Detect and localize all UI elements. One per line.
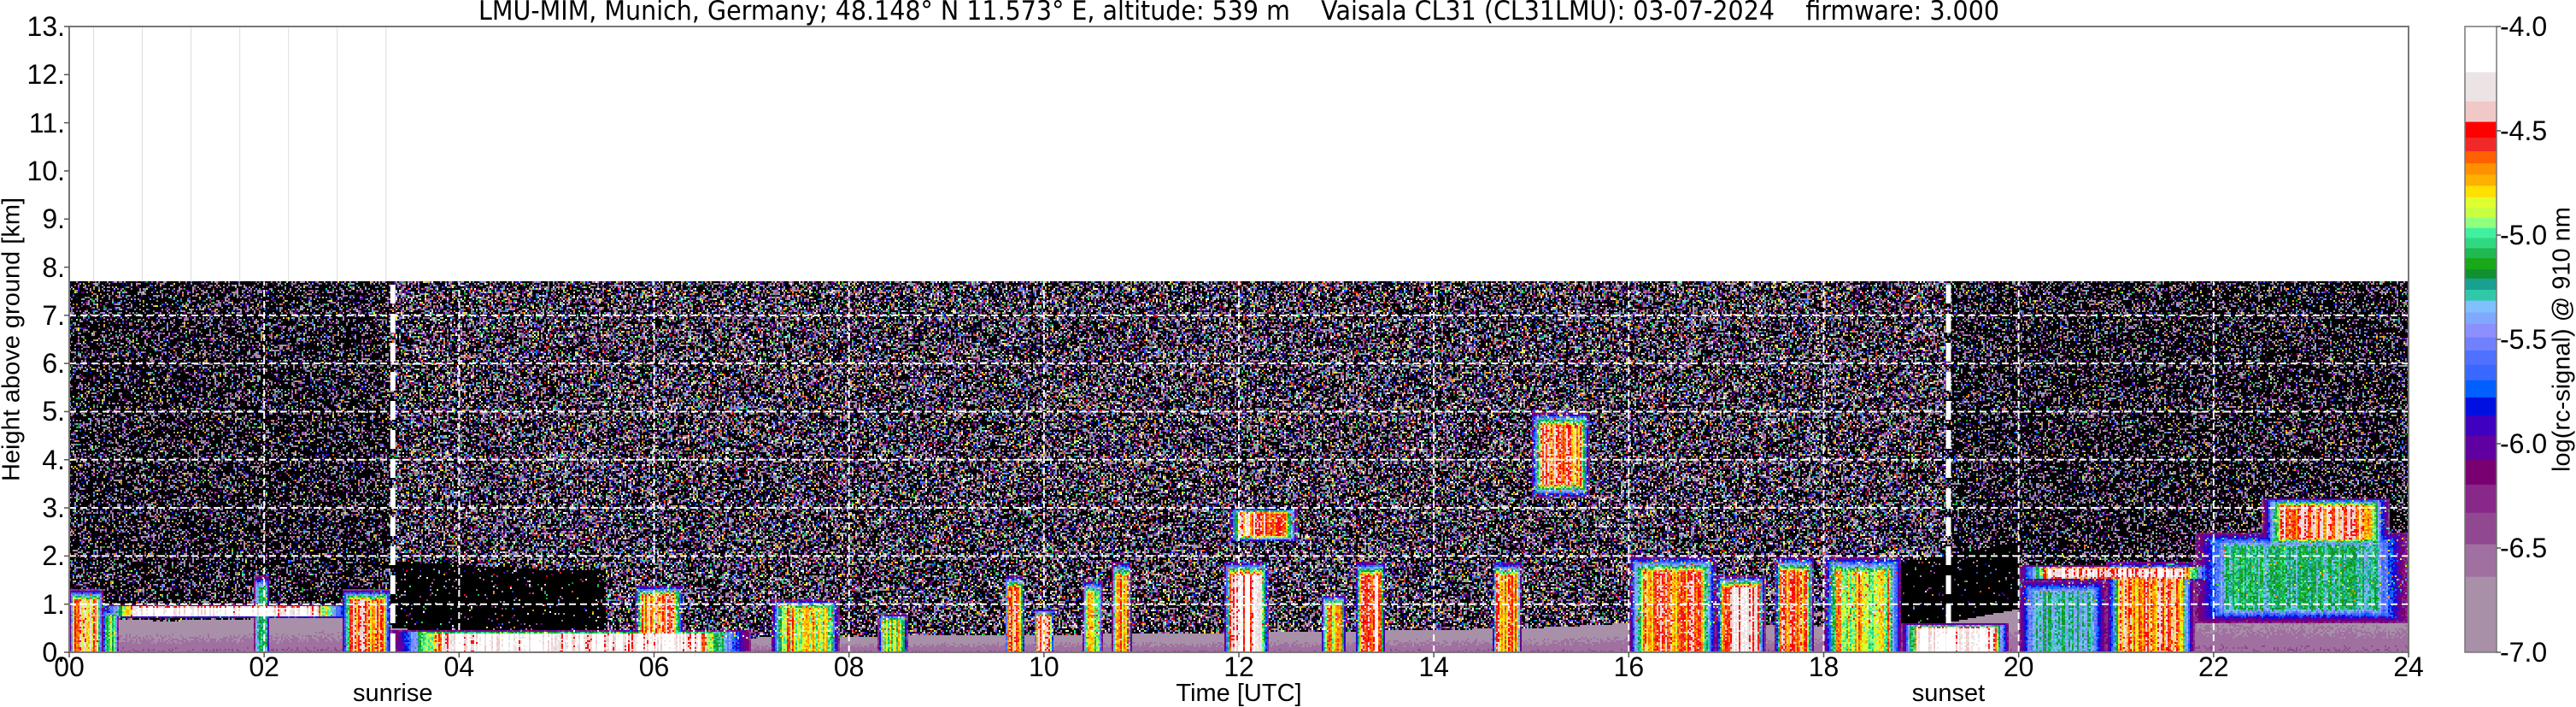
colorbar-level: [2465, 186, 2497, 197]
colorbar-level: [2465, 312, 2497, 324]
colorbar-level: [2465, 350, 2497, 364]
colorbar-level: [2465, 218, 2497, 228]
x-tick-label: 22: [2198, 653, 2229, 680]
colorbar-label: log(rc-signal) @ 910 nm: [2550, 207, 2575, 472]
colorbar-level: [2465, 207, 2497, 218]
sunset-label: sunset: [1912, 681, 1985, 706]
colorbar-level: [2465, 163, 2497, 175]
colorbar-level: [2465, 101, 2497, 121]
x-tick-label: 14: [1418, 653, 1449, 680]
x-tick-label: 16: [1614, 653, 1645, 680]
colorbar-level: [2465, 197, 2497, 207]
colorbar-level: [2465, 27, 2497, 72]
colorbar-level: [2465, 323, 2497, 337]
colorbar-level: [2465, 269, 2497, 279]
y-tick-label: 5.: [42, 398, 65, 425]
y-tick-label: 7.: [42, 302, 65, 329]
colorbar-level: [2465, 380, 2497, 398]
x-tick-label: 18: [1809, 653, 1840, 680]
colorbar-tick-label: -6.5: [2500, 534, 2547, 562]
x-tick-label: 08: [834, 653, 865, 680]
x-tick-label: 12: [1223, 653, 1254, 680]
x-axis-label: Time [UTC]: [1176, 681, 1301, 706]
colorbar-level: [2465, 278, 2497, 290]
colorbar-level: [2465, 512, 2497, 544]
colorbar-level: [2465, 300, 2497, 312]
x-tick-label: 06: [639, 653, 670, 680]
colorbar-tick-label: -5.0: [2500, 221, 2547, 249]
x-tick-label: 00: [54, 653, 85, 680]
colorbar-level: [2465, 138, 2497, 151]
y-tick-label: 10.: [27, 157, 65, 185]
colorbar-level: [2465, 337, 2497, 351]
y-tick-label: 2.: [42, 542, 65, 569]
colorbar-tick-label: -4.5: [2500, 117, 2547, 144]
colorbar-level: [2465, 72, 2497, 102]
colorbar-level: [2465, 544, 2497, 577]
x-tick-label: 02: [249, 653, 279, 680]
y-tick-label: 1.: [42, 591, 65, 618]
y-tick-label: 13.: [27, 13, 65, 40]
colorbar-level: [2465, 258, 2497, 270]
colorbar-level: [2465, 364, 2497, 380]
x-tick-label: 20: [2004, 653, 2034, 680]
colorbar-level: [2465, 150, 2497, 163]
colorbar-level: [2465, 238, 2497, 248]
colorbar-level: [2465, 459, 2497, 485]
colorbar-level: [2465, 227, 2497, 238]
colorbar-level: [2465, 415, 2497, 436]
colorbar-level: [2465, 576, 2497, 652]
y-tick-label: 8.: [42, 254, 65, 281]
colorbar-level: [2465, 397, 2497, 415]
y-tick-label: 9.: [42, 205, 65, 233]
colorbar-tick-label: -6.0: [2500, 430, 2547, 457]
y-tick-label: 3.: [42, 494, 65, 521]
y-tick-label: 11.: [29, 109, 65, 137]
colorbar-level: [2465, 248, 2497, 258]
colorbar-tick-label: -4.0: [2500, 13, 2547, 40]
y-axis-label: Height above ground [km]: [0, 197, 25, 481]
x-tick-label: 24: [2393, 653, 2424, 680]
colorbar-level: [2465, 484, 2497, 512]
sunrise-label: sunrise: [353, 681, 433, 706]
y-tick-label: 12.: [27, 61, 65, 88]
colorbar-level: [2465, 174, 2497, 186]
colorbar-level: [2465, 435, 2497, 460]
y-tick-label: 6.: [42, 350, 65, 377]
x-tick-label: 10: [1029, 653, 1059, 680]
x-tick-label: 04: [444, 653, 475, 680]
colorbar-tick-label: -5.5: [2500, 326, 2547, 353]
y-tick-label: 4.: [42, 446, 65, 474]
colorbar-tick-label: -7.0: [2500, 639, 2547, 666]
colorbar-level: [2465, 289, 2497, 300]
colorbar-level: [2465, 121, 2497, 138]
